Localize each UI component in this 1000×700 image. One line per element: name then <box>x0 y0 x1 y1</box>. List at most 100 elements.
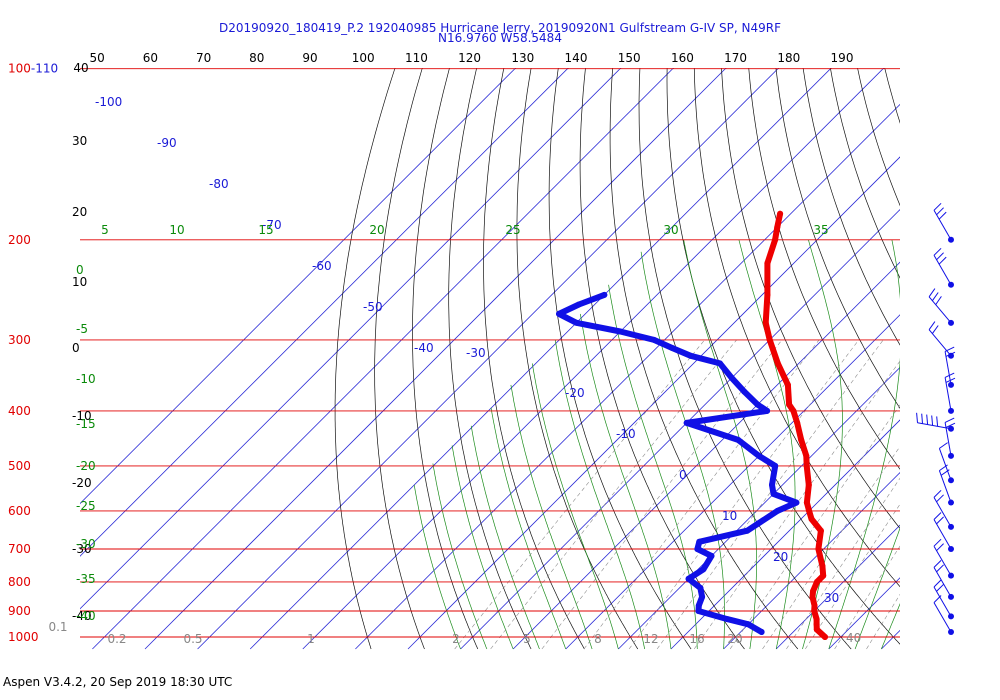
dewpoint-profile-point <box>735 436 742 443</box>
wind-barb <box>938 464 954 506</box>
mixing-ratio-line <box>834 545 900 650</box>
mixing-ratio-label: 12 <box>643 632 658 646</box>
dry-adiabat-line <box>748 68 900 470</box>
wind-barb <box>933 595 954 636</box>
wind-barb-flag <box>945 422 956 428</box>
dry-adiabat-line <box>802 68 900 346</box>
wind-barb-staff <box>928 329 952 357</box>
left-temperature-label: -20 <box>72 476 92 490</box>
wind-barbs <box>916 202 956 636</box>
wind-barb <box>916 412 954 432</box>
isotherm-label: -40 <box>414 341 434 355</box>
mixing-ratio-label: 0.2 <box>107 632 126 646</box>
temperature-profile-point <box>813 616 820 623</box>
dry-adiabat-line <box>334 68 396 650</box>
isotherm-label: -30 <box>466 346 486 360</box>
temperature-profile-point <box>819 563 826 569</box>
wind-barb-flag <box>931 292 939 301</box>
temperature-profile-point <box>813 621 820 628</box>
pressure-label: 800 <box>8 575 31 589</box>
top-axis-label: 150 <box>618 51 641 65</box>
dry-adiabat-line <box>721 68 900 529</box>
top-axis-label: 70 <box>196 51 211 65</box>
moist-adiabat-line <box>828 239 900 650</box>
wind-barb-flag <box>926 414 929 425</box>
dewpoint-profile-point <box>669 345 676 351</box>
wind-barb <box>933 560 954 600</box>
moist-adiabat-line <box>738 239 796 650</box>
wind-barb <box>933 538 954 579</box>
isotherm-line <box>987 56 1000 649</box>
isotherm-line <box>775 524 900 650</box>
top-axis-label: 140 <box>565 51 588 65</box>
theta-top-label: 35 <box>813 223 828 237</box>
temperature-profile-point <box>762 319 769 326</box>
mixing-ratio-label: 20 <box>727 632 742 646</box>
moist-adiabat-line <box>531 363 619 650</box>
wind-barb-flag <box>944 346 955 352</box>
top-axis-label: 80 <box>249 51 264 65</box>
pressure-label: 1000 <box>8 630 39 644</box>
mixing-ratio-line <box>805 503 900 650</box>
temperature-profile-point <box>772 236 779 243</box>
moist-adiabat-line <box>451 445 514 650</box>
pressure-label: 600 <box>8 504 31 518</box>
isotherm-label: -10 <box>616 427 636 441</box>
dry-adiabat-line <box>412 68 479 650</box>
wind-barb-staff <box>933 567 952 598</box>
dry-adiabat-line <box>963 56 1000 649</box>
dewpoint-profile-point <box>697 585 704 591</box>
wind-barb-flag <box>936 494 944 503</box>
theta-left-label: 0 <box>76 263 84 277</box>
wind-barb-staff <box>944 351 952 385</box>
dewpoint-profile-point <box>758 629 765 635</box>
wind-barb <box>944 372 956 414</box>
temperature-profile-point <box>815 546 822 552</box>
wind-barb-staff <box>933 586 952 617</box>
theta-top-label: 5 <box>101 223 109 237</box>
pressure-label: 100-110 <box>8 62 58 76</box>
wind-barb-flag <box>936 516 944 525</box>
wind-barb-flag <box>933 579 942 588</box>
dewpoint-profile-point <box>617 328 624 335</box>
pressure-label: 300 <box>8 333 31 347</box>
temperature-profile-point <box>813 626 820 633</box>
top-axis-label: 130 <box>511 51 534 65</box>
isotherm-line <box>828 577 900 650</box>
wind-barb-flag <box>933 538 942 547</box>
wind-barb-staff <box>933 602 952 633</box>
pressure-label-suffix: -110 <box>31 62 58 76</box>
isotherm-label: -70 <box>262 218 282 232</box>
wind-barb <box>944 346 956 388</box>
wind-barb-staff <box>938 448 952 481</box>
moist-adiabat-line <box>640 251 725 649</box>
wind-barb-flag <box>944 372 955 378</box>
temperature-profile-point <box>809 593 816 600</box>
temperature-profile-point <box>808 516 815 522</box>
mixing-ratio-line <box>541 339 783 650</box>
wind-barb <box>928 288 954 326</box>
isotherm-label: -20 <box>565 386 585 400</box>
dewpoint-profile-point <box>741 388 748 395</box>
wind-barb-flag <box>931 325 939 334</box>
chart-grid <box>80 56 1000 650</box>
left-temperature-label: 20 <box>72 205 87 219</box>
temperature-profile-point <box>803 462 810 469</box>
wind-barb-flag <box>933 202 942 211</box>
wind-barb-flag <box>933 247 942 256</box>
wind-barb <box>933 489 954 530</box>
isotherm-line <box>407 156 900 650</box>
mixing-ratio-label: 1 <box>307 632 315 646</box>
theta-left-label: -25 <box>76 499 96 513</box>
temperature-profile-point <box>803 499 810 506</box>
dewpoint-profile-point <box>744 527 751 534</box>
moist-adiabat-line <box>554 339 646 650</box>
wind-barb <box>933 247 954 288</box>
dry-adiabat-line <box>989 56 1000 649</box>
wind-barb-flag <box>936 416 939 427</box>
temperature-profile-point <box>820 572 827 579</box>
top-axis-label: 90 <box>302 51 317 65</box>
dry-adiabat-line <box>448 68 532 650</box>
dewpoint-profile-point <box>651 336 657 343</box>
